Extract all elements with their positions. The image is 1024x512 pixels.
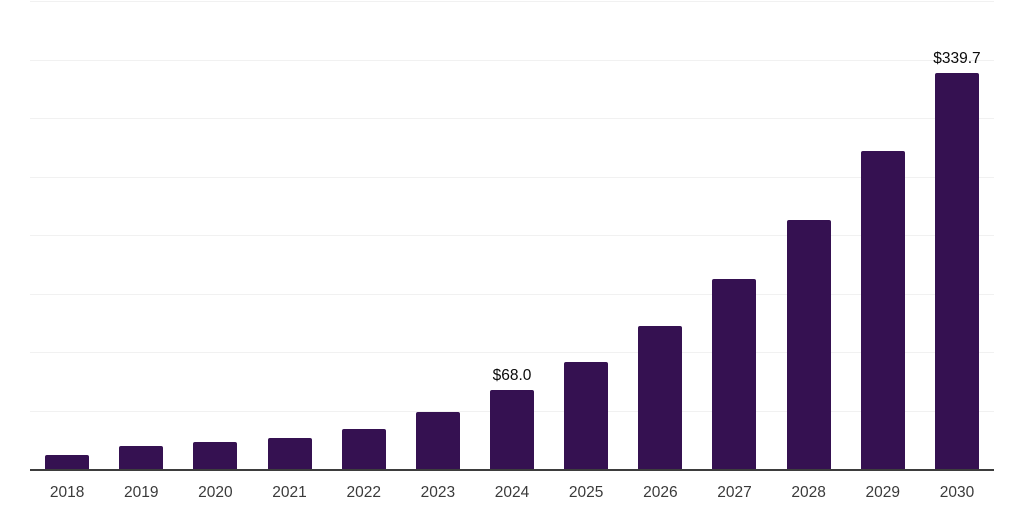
bar-slot-2026 xyxy=(623,2,697,470)
gridline xyxy=(30,352,994,353)
x-tick-2030: 2030 xyxy=(939,484,975,501)
x-tick-2024: 2024 xyxy=(494,484,530,501)
bar-2023 xyxy=(415,412,460,470)
gridline xyxy=(30,293,994,295)
bar-slot-2024: $68.0 xyxy=(475,2,549,470)
x-tick-2028: 2028 xyxy=(791,484,826,501)
bar-2020 xyxy=(193,441,238,470)
bar-2030 xyxy=(934,72,979,470)
x-tick-2023: 2023 xyxy=(420,484,456,501)
bar-2019 xyxy=(119,446,164,470)
gridline xyxy=(30,235,994,236)
gridline xyxy=(30,59,994,61)
bar-slot-2023 xyxy=(401,2,475,470)
bar-2027 xyxy=(712,279,757,470)
data-label-2030: $339.7 xyxy=(933,49,981,67)
bar-2026 xyxy=(638,325,683,470)
bar-2028 xyxy=(786,219,831,470)
x-tick-2020: 2020 xyxy=(198,484,233,501)
bar-slot-2029 xyxy=(846,2,920,470)
bar-2024 xyxy=(490,390,535,470)
gridline xyxy=(30,118,994,119)
x-tick-2021: 2021 xyxy=(272,484,307,501)
x-tick-2027: 2027 xyxy=(717,484,752,501)
bar-slot-2027 xyxy=(697,2,771,470)
plot-area: $68.0 $339.7 xyxy=(30,1,994,471)
bar-slot-2025 xyxy=(549,2,623,470)
bar-slot-2018 xyxy=(30,2,104,470)
x-tick-2029: 2029 xyxy=(865,484,901,501)
bar-2025 xyxy=(564,362,609,470)
bar-slot-2028 xyxy=(772,2,846,470)
x-tick-2026: 2026 xyxy=(643,484,678,501)
x-axis-ticks: 2018 2019 2020 2021 2022 2023 2024 2025 2026 2027… xyxy=(30,484,994,501)
x-tick-2025: 2025 xyxy=(568,484,604,501)
bar-2022 xyxy=(341,429,386,470)
x-tick-2022: 2022 xyxy=(346,484,381,501)
data-label-2024: $68.0 xyxy=(492,367,532,385)
bar-slot-2030: $339.7 xyxy=(920,2,994,470)
bar-slot-2022 xyxy=(327,2,401,470)
x-tick-2018: 2018 xyxy=(49,484,85,501)
x-tick-2019: 2019 xyxy=(123,484,159,501)
gridline xyxy=(30,1,994,2)
x-axis-line xyxy=(30,469,994,471)
bar-slot-2019 xyxy=(104,2,178,470)
bar-2029 xyxy=(860,150,905,470)
bar-series: $68.0 $339.7 xyxy=(30,2,994,470)
gridline xyxy=(30,176,994,178)
bar-slot-2021 xyxy=(252,2,326,470)
bar-slot-2020 xyxy=(178,2,252,470)
bar-2018 xyxy=(45,455,90,470)
bar-2021 xyxy=(267,438,312,470)
